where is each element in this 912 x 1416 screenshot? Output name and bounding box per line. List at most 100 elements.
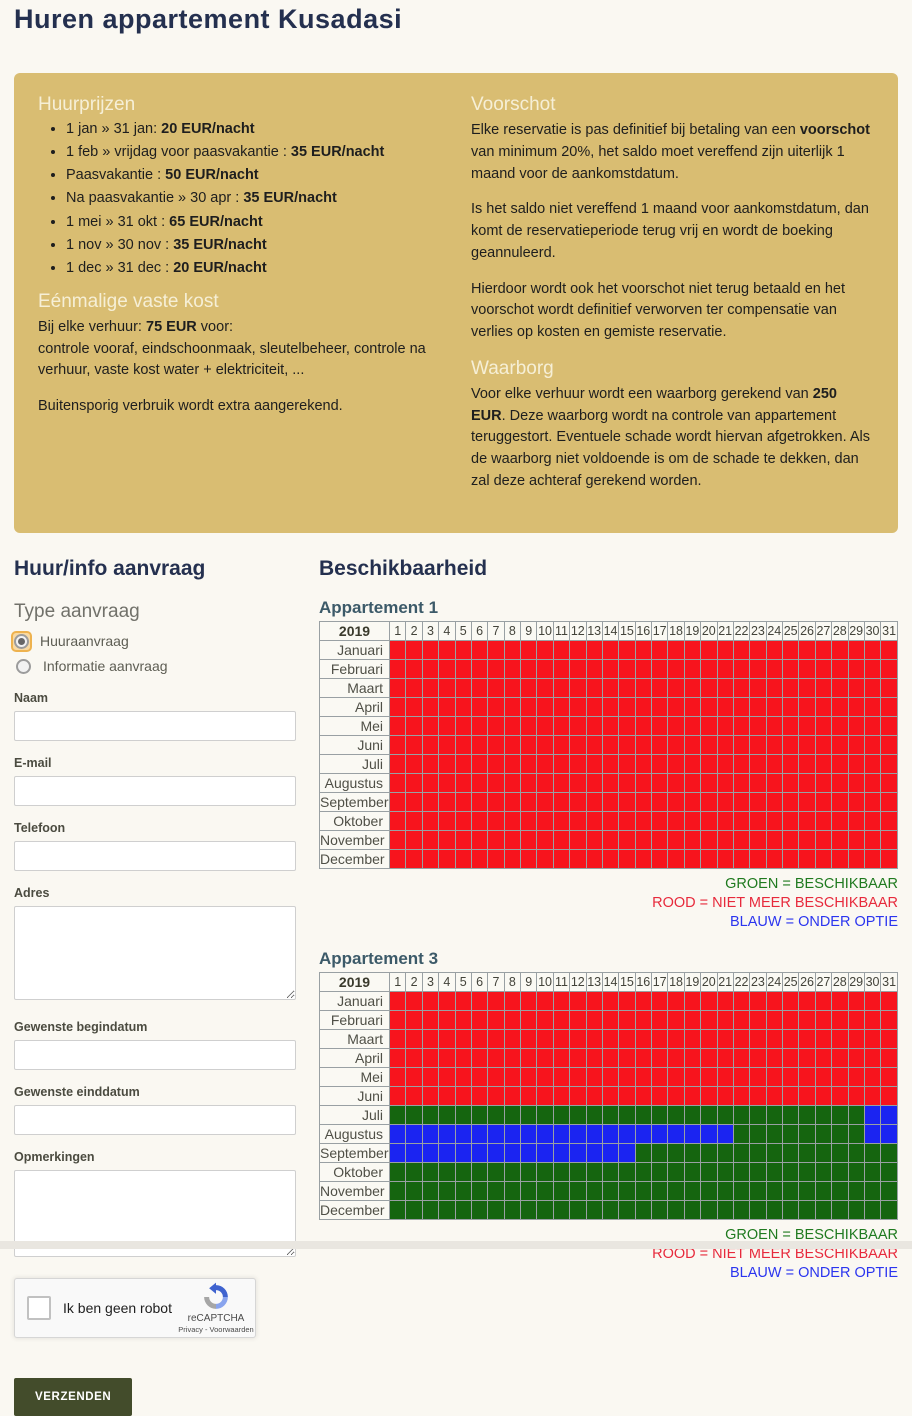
day-header: 19: [683, 971, 702, 992]
day-cell: [650, 1047, 669, 1068]
naam-input[interactable]: [14, 710, 296, 741]
day-cell: [732, 1009, 751, 1030]
day-cell: [454, 829, 472, 850]
day-cell: [454, 734, 472, 755]
einddatum-input[interactable]: [14, 1104, 296, 1135]
day-cell: [831, 791, 849, 812]
day-cell: [536, 753, 554, 774]
day-cell: [765, 1199, 784, 1220]
day-cell: [700, 848, 718, 869]
day-cell: [749, 990, 767, 1011]
day-cell: [388, 848, 407, 869]
day-cell: [519, 658, 538, 679]
day-cell: [716, 1180, 734, 1201]
day-cell: [569, 1180, 587, 1201]
day-cell: [585, 677, 603, 698]
price-list: 1 jan » 31 jan: 20 EUR/nacht 1 feb » vri…: [38, 120, 441, 278]
day-header: 30: [863, 620, 882, 641]
day-cell: [552, 1066, 571, 1087]
recaptcha-brand: reCAPTCHA Privacy - Voorwaarden: [178, 1282, 254, 1334]
day-cell: [831, 1123, 849, 1144]
day-cell: [601, 715, 620, 736]
day-cell: [831, 1085, 849, 1106]
day-cell: [487, 658, 505, 679]
day-cell: [765, 1085, 784, 1106]
email-input[interactable]: [14, 775, 296, 806]
einddatum-label: Gewenste einddatum: [14, 1084, 140, 1099]
day-header: 16: [634, 971, 653, 992]
day-header: 7: [487, 620, 505, 641]
day-cell: [454, 1142, 472, 1163]
day-cell: [863, 715, 882, 736]
day-cell: [863, 848, 882, 869]
day-cell: [569, 1009, 587, 1030]
day-cell: [667, 1047, 685, 1068]
email-label: E-mail: [14, 755, 52, 770]
day-cell: [536, 1066, 554, 1087]
day-cell: [569, 1066, 587, 1087]
day-cell: [519, 1161, 538, 1182]
legend-line: BLAUW = ONDER OPTIE: [730, 1264, 898, 1281]
day-cell: [847, 1066, 865, 1087]
radio-row-informatie[interactable]: Informatie aanvraag: [14, 657, 296, 676]
advance-p3: Hierdoor wordt ook het voorschot niet te…: [471, 280, 846, 341]
day-cell: [683, 734, 702, 755]
day-cell: [487, 1180, 505, 1201]
verzenden-button[interactable]: VERZENDEN: [14, 1377, 133, 1416]
day-cell: [634, 715, 653, 736]
day-cell: [585, 1047, 603, 1068]
day-cell: [519, 1180, 538, 1201]
day-cell: [552, 1142, 571, 1163]
recaptcha-privacy-links[interactable]: Privacy - Voorwaarden: [178, 1324, 254, 1334]
month-label: Juni: [319, 1085, 390, 1106]
day-cell: [683, 1047, 702, 1068]
day-cell: [618, 848, 636, 869]
radio-row-huuraanvraag[interactable]: Huuraanvraag: [11, 630, 296, 652]
day-cell: [405, 1161, 423, 1182]
day-cell: [831, 810, 849, 831]
day-cell: [798, 1066, 816, 1087]
day-cell: [438, 715, 456, 736]
day-cell: [454, 715, 472, 736]
day-cell: [765, 677, 784, 698]
day-cell: [618, 772, 636, 793]
day-header: 2: [405, 620, 423, 641]
day-cell: [831, 715, 849, 736]
day-cell: [634, 639, 653, 660]
day-cell: [798, 734, 816, 755]
day-cell: [569, 791, 587, 812]
year-cell: 2019: [319, 620, 390, 641]
day-cell: [585, 1161, 603, 1182]
day-header: 23: [749, 971, 767, 992]
day-header: 12: [569, 620, 587, 641]
informatie-radio[interactable]: [16, 658, 31, 674]
day-cell: [749, 772, 767, 793]
day-cell: [716, 810, 734, 831]
telefoon-input[interactable]: [14, 840, 296, 871]
price-item: 1 feb » vrijdag voor paasvakantie : 35 E…: [66, 143, 441, 162]
recaptcha-icon: [204, 1282, 228, 1309]
adres-textarea[interactable]: [14, 905, 296, 1000]
day-cell: [421, 990, 440, 1011]
day-cell: [569, 715, 587, 736]
day-cell: [421, 772, 440, 793]
begindatum-input[interactable]: [14, 1039, 296, 1070]
day-cell: [667, 829, 685, 850]
day-cell: [454, 1085, 472, 1106]
day-header: 10: [536, 971, 554, 992]
day-cell: [634, 1104, 653, 1125]
huuraanvraag-radio[interactable]: [14, 633, 29, 649]
day-cell: [765, 658, 784, 679]
day-cell: [388, 1104, 407, 1125]
day-cell: [683, 1066, 702, 1087]
day-cell: [880, 696, 898, 717]
day-cell: [749, 753, 767, 774]
day-cell: [503, 1085, 522, 1106]
day-cell: [454, 848, 472, 869]
day-cell: [781, 810, 800, 831]
day-cell: [536, 1199, 554, 1220]
day-cell: [880, 639, 898, 660]
day-header: 31: [880, 971, 898, 992]
recaptcha-checkbox[interactable]: [27, 1295, 51, 1320]
day-cell: [683, 772, 702, 793]
